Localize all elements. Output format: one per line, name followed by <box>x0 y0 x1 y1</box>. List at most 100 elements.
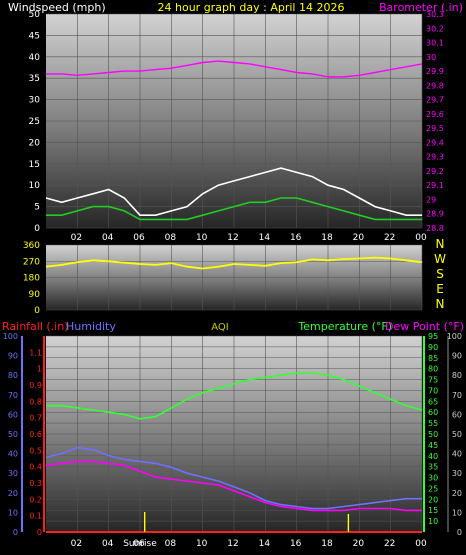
x-tick-label: 12 <box>227 539 238 549</box>
temperature-y-tick: 45 <box>428 441 438 450</box>
humidity-y-tick: 60 <box>8 410 18 419</box>
rainfall-y-tick: 0 <box>37 528 42 537</box>
wind-y-tick: 30 <box>29 96 41 106</box>
x-tick-label: 10 <box>196 233 208 243</box>
x-tick-label: 00 <box>415 539 427 549</box>
humidity-y-tick: 70 <box>8 391 18 400</box>
humidity-y-tick: 50 <box>8 430 18 439</box>
wind-y-tick: 45 <box>29 31 40 41</box>
temperature-y-tick: 35 <box>428 463 438 472</box>
temperature-line <box>46 372 423 420</box>
direction-y-tick: 180 <box>23 274 40 284</box>
temperature-y-tick: 60 <box>428 408 438 417</box>
wind-y-tick: 10 <box>29 181 41 191</box>
rainfall-y-tick: 0.4 <box>29 463 42 472</box>
direction-y-tick: 360 <box>23 241 40 251</box>
x-tick-label: 02 <box>71 539 82 549</box>
barometer-y-tick: 29.6 <box>426 110 444 119</box>
direction-y-tick: 0 <box>34 306 40 316</box>
direction-y-tick: 270 <box>23 257 40 267</box>
temperature-y-tick: 25 <box>428 484 438 493</box>
wind-y-tick: 25 <box>29 117 40 127</box>
humidity-y-tick: 10 <box>8 508 18 517</box>
wind-series <box>45 60 423 221</box>
temperature-y-tick: 70 <box>428 386 438 395</box>
x-tick-label: 04 <box>102 233 114 243</box>
x-tick-label: 08 <box>165 233 177 243</box>
temperature-x-ticks: 02 04 06 08 10 12 14 16 18 20 22 00 <box>71 539 427 549</box>
x-tick-label: 20 <box>353 233 365 243</box>
rainfall-y-tick: 0.5 <box>29 446 42 455</box>
rainfall-y-tick: 0.2 <box>29 495 42 504</box>
humidity-y-tick: 40 <box>8 450 18 459</box>
compass-label: W <box>434 252 446 266</box>
outer-y-tick: 40 <box>452 450 462 459</box>
barometer-y-tick: 29.4 <box>426 138 444 147</box>
barometer-y-tick: 29.7 <box>426 96 444 105</box>
temperature-y-tick: 65 <box>428 397 438 406</box>
temperature-y-tick: 40 <box>428 452 438 461</box>
temperature-axes <box>21 336 449 532</box>
temperature-y-tick: 10 <box>428 517 438 526</box>
barometer-y-tick: 29.9 <box>426 67 444 76</box>
temperature-ticks: 1015202530354045505560657075808590950102… <box>3 332 462 537</box>
rainfall-y-tick: 0.8 <box>29 397 42 406</box>
rainfall-y-tick: 0.6 <box>29 430 42 439</box>
temperature-y-tick: 15 <box>428 506 438 515</box>
temperature-y-tick: 30 <box>428 474 438 483</box>
wind-x-ticks: 02 04 06 08 10 12 14 16 18 20 22 00 <box>71 233 427 243</box>
temperature-y-tick: 95 <box>428 332 438 341</box>
outer-y-tick: 0 <box>457 528 462 537</box>
direction-y-ticks: 0 90 180 270 360 <box>23 241 40 316</box>
x-tick-label: 10 <box>196 539 208 549</box>
wind-y-tick: 5 <box>34 203 40 213</box>
graph-title: 24 hour graph day : April 14 2026 <box>158 1 345 14</box>
dewpoint-label: Dew Point (°F) <box>385 320 464 333</box>
x-tick-label: 22 <box>384 539 395 549</box>
temperature-series <box>45 372 423 533</box>
sunrise-label: Sunrise <box>123 539 157 549</box>
wind-y-tick: 0 <box>34 224 40 234</box>
x-tick-label: 18 <box>321 539 333 549</box>
x-tick-label: 02 <box>71 233 82 243</box>
barometer-y-tick: 29.8 <box>426 81 444 90</box>
x-tick-label: 06 <box>133 539 145 549</box>
temperature-y-tick: 50 <box>428 430 438 439</box>
temperature-y-tick: 90 <box>428 343 438 352</box>
x-tick-label: 16 <box>290 539 302 549</box>
barometer-y-tick: 28.8 <box>426 224 444 233</box>
x-tick-label: 14 <box>259 539 271 549</box>
x-tick-label: 16 <box>290 233 302 243</box>
temperature-y-tick: 55 <box>428 419 438 428</box>
outer-y-tick: 80 <box>452 371 462 380</box>
outer-y-tick: 50 <box>452 430 462 439</box>
compass-label: E <box>436 282 444 296</box>
aqi-label: AQI <box>211 322 229 333</box>
temperature-y-tick: 80 <box>428 365 438 374</box>
outer-y-tick: 90 <box>452 352 462 361</box>
wind-average-line <box>46 197 422 221</box>
rainfall-y-tick: 0.1 <box>29 512 42 521</box>
barometer-y-tick: 30 <box>426 53 436 62</box>
x-tick-label: 00 <box>415 233 427 243</box>
compass-label: S <box>436 267 444 281</box>
barometer-y-tick: 29.3 <box>426 153 444 162</box>
x-tick-label: 04 <box>102 539 114 549</box>
wind-y-tick: 35 <box>29 74 40 84</box>
barometer-y-ticks: 28.8 28.9 29 29.1 29.2 29.3 29.4 29.5 29.6 29.7 29… <box>426 10 444 233</box>
outer-y-tick: 10 <box>452 508 462 517</box>
barometer-line <box>46 60 423 78</box>
wind-title: Windspeed (mph) <box>8 1 106 14</box>
x-tick-label: 22 <box>384 233 395 243</box>
humidity-y-tick: 0 <box>13 528 18 537</box>
outer-y-tick: 60 <box>452 410 462 419</box>
x-tick-label: 08 <box>165 539 177 549</box>
barometer-y-tick: 30.1 <box>426 39 444 48</box>
barometer-title: Barometer (.in) <box>379 1 463 14</box>
direction-grid <box>46 244 423 311</box>
windspeed-line <box>45 167 422 216</box>
rainfall-y-tick: 0.9 <box>29 381 42 390</box>
rainfall-y-tick: 0.3 <box>29 479 42 488</box>
